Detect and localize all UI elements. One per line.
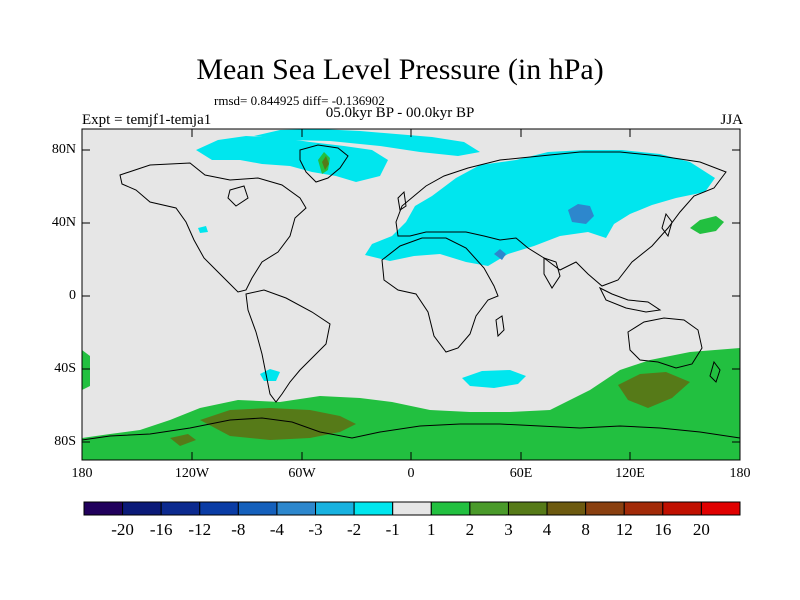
coast-india <box>543 257 561 289</box>
anomaly-central-asia-blue <box>568 204 594 224</box>
coast-greenland <box>299 144 349 183</box>
coast-antarctica <box>82 417 740 441</box>
period-label: 05.0kyr BP - 00.0kyr BP <box>325 105 475 121</box>
anomaly-southindian-olive <box>618 372 690 408</box>
lat-label-40s: 40S <box>54 361 76 376</box>
coast-japan <box>661 212 673 238</box>
colorbar-label: 20 <box>692 520 710 539</box>
coast-north-america <box>119 162 307 293</box>
colorbar-label: 4 <box>542 520 552 539</box>
coast-south-america <box>245 289 331 403</box>
colorbar-swatch <box>623 501 664 516</box>
colorbar <box>83 501 741 516</box>
colorbar-label: -16 <box>149 520 173 539</box>
anomaly-antarctic-olive <box>200 408 356 440</box>
colorbar-swatch <box>237 501 278 516</box>
colorbar-swatch <box>430 501 471 516</box>
colorbar-swatch <box>546 501 587 516</box>
anomaly-pacific-west-green <box>82 350 90 390</box>
anomaly-southatlantic-cyan <box>462 370 526 388</box>
plot-title: Mean Sea Level Pressure (in hPa) <box>196 53 604 86</box>
colorbar-label: -4 <box>269 520 285 539</box>
colorbar-swatch <box>662 501 702 516</box>
colorbar-label: 8 <box>581 520 590 539</box>
lat-ticks <box>82 149 740 443</box>
colorbar-label: -20 <box>111 520 134 539</box>
anomaly-greenland-olive <box>322 156 329 170</box>
colorbar-label: 2 <box>465 520 475 539</box>
anomaly-arabia-blue <box>494 249 506 260</box>
experiment-label: Expt = temjf1-temja1 <box>82 112 212 128</box>
anomaly-ross-olive <box>170 434 196 446</box>
lon-label-60e: 60E <box>509 466 533 481</box>
coast-africa <box>381 237 499 353</box>
colorbar-swatch <box>700 501 741 516</box>
anomaly-small-cyan <box>198 226 208 233</box>
colorbar-swatch <box>507 501 548 516</box>
colorbar-label: -8 <box>231 520 246 539</box>
colorbar-swatch <box>160 501 201 516</box>
lon-label-120w: 120W <box>174 466 210 481</box>
colorbar-label: -2 <box>347 520 362 539</box>
colorbar-label: 16 <box>654 520 672 539</box>
colorbar-swatch <box>585 501 625 516</box>
colorbar-label: 3 <box>504 520 513 539</box>
coast-australia <box>627 317 703 369</box>
colorbar-label: -1 <box>385 520 400 539</box>
coast-hudson <box>227 185 249 207</box>
season-label: JJA <box>720 112 743 128</box>
coast-eurasia <box>395 151 727 287</box>
colorbar-label: 12 <box>615 520 633 539</box>
lat-label-80s: 80S <box>54 434 76 449</box>
anomaly-eurasia-cyan <box>365 150 715 266</box>
coastlines <box>82 144 740 441</box>
lon-label-60w: 60W <box>288 466 316 481</box>
colorbar-swatch <box>122 501 162 516</box>
colorbar-swatch <box>469 501 509 516</box>
coast-madagascar <box>495 315 505 338</box>
lat-label-80n: 80N <box>51 142 76 157</box>
colorbar-label: -12 <box>188 520 212 539</box>
lon-ticks <box>191 129 631 460</box>
anomaly-greenland-cyan <box>196 136 388 182</box>
lat-label-0: 0 <box>69 288 76 303</box>
colorbar-label: -3 <box>308 520 323 539</box>
colorbar-swatch <box>199 501 239 516</box>
anomaly-arctic-cyan <box>254 129 480 156</box>
anomaly-southpacific-cyan <box>260 369 280 381</box>
colorbar-swatch <box>353 501 394 516</box>
colorbar-swatch <box>392 501 432 516</box>
colorbar-swatch <box>315 501 355 516</box>
lon-label-0: 0 <box>407 466 415 481</box>
anomaly-northpacific-green <box>690 216 724 234</box>
stats-line: rmsd= 0.844925 diff= -0.136902 <box>214 93 385 108</box>
lon-label-120e: 120E <box>615 466 645 481</box>
colorbar-swatch <box>83 501 124 516</box>
coast-uk <box>397 190 407 211</box>
coast-southeast-asia <box>598 286 662 313</box>
map-field <box>82 129 740 460</box>
lon-label-180e: 180 <box>729 466 751 481</box>
coast-new-zealand <box>709 360 721 383</box>
lon-label-180w: 180 <box>71 466 93 481</box>
lat-label-40n: 40N <box>51 215 76 230</box>
colorbar-label: 1 <box>427 520 436 539</box>
colorbar-swatch <box>276 501 317 516</box>
